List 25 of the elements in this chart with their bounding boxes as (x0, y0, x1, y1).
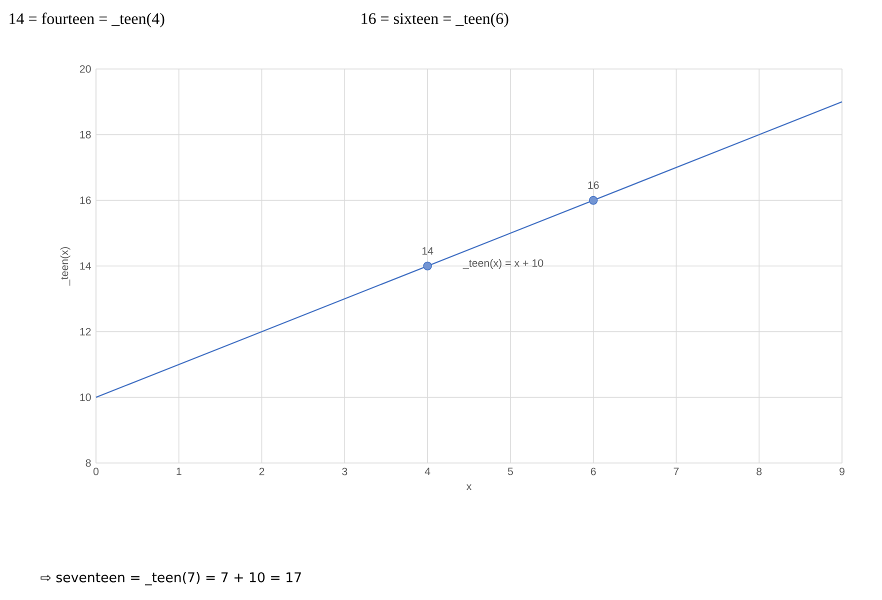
x-tick-label: 6 (590, 468, 596, 476)
x-tick-label: 3 (342, 468, 348, 476)
x-tick-label: 8 (756, 468, 762, 476)
y-tick-label: 20 (80, 65, 91, 73)
y-tick-label: 8 (86, 459, 91, 467)
x-tick-label: 7 (674, 468, 679, 476)
x-tick-label: 5 (508, 468, 513, 476)
text: ⇨ seventeen = _teen(7) = 7 + 10 = 17 (40, 572, 301, 586)
y-tick-label: 12 (80, 328, 91, 336)
x-tick-label: 1 (176, 468, 182, 476)
annotation: _teen(x) = x + 10 (462, 259, 544, 269)
data-label: 16 (588, 181, 599, 189)
x-axis-title: x (466, 484, 472, 490)
text: 14 = fourteen = _teen(4) (10, 12, 164, 28)
x-tick-label: 4 (424, 468, 430, 476)
y-axis-title: _teen(x) (60, 247, 70, 286)
y-tick-label: 14 (80, 262, 91, 270)
x-tick-label: 9 (840, 468, 844, 476)
x-tick-label: 0 (93, 468, 99, 476)
data-label: 14 (422, 247, 434, 255)
y-tick-label: 16 (80, 196, 91, 204)
y-tick-label: 10 (80, 394, 91, 402)
text: 16 = sixteen = _teen(6) (362, 12, 508, 28)
x-tick-label: 2 (259, 468, 264, 476)
y-tick-label: 18 (80, 130, 91, 138)
